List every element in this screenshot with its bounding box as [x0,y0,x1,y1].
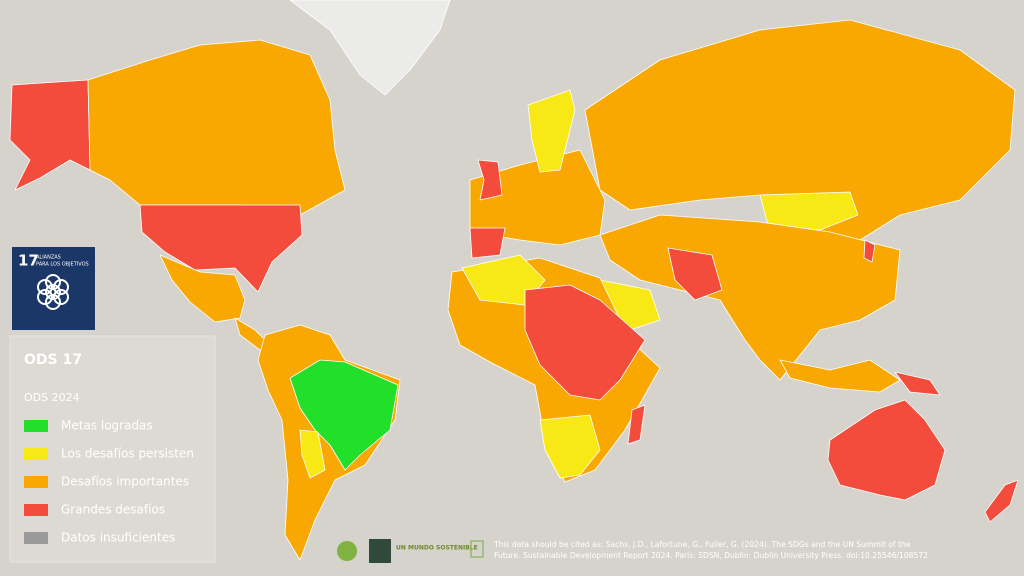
legend-label: Desafíos importantes [61,475,189,489]
legend-label: Datos insuficientes [61,531,175,545]
logo-number: 17 [18,252,39,270]
southern-africa [539,414,601,479]
canada [87,39,346,216]
brazil [289,359,399,471]
logo-line: ALIANZAS [36,255,61,261]
qgis-logo [337,541,357,561]
papua [894,371,941,396]
indonesia [779,359,901,393]
russia [584,19,1016,241]
logo-flower [37,274,69,310]
legend-items: Metas logradas Los desafíos persisten Desa… [24,419,194,545]
pakistan [667,247,723,301]
logo-mini [470,540,484,558]
madagascar [627,404,646,445]
citation: This data should be cited as: Sachs, J.D… [493,540,911,549]
logo-line: PARA LOS OBJETIVOS [36,262,89,268]
new-zealand [984,479,1019,523]
footer-logo-text: UN MUNDO SOSTENIBLE [396,545,478,552]
legend-label: Los desafíos persisten [61,447,194,461]
legend-swatch [24,476,48,488]
central-africa [524,284,646,401]
uk [477,159,503,201]
legend-subtitle: ODS 2024 [24,391,80,404]
australia [827,399,946,501]
legend-label: Metas logradas [61,419,153,433]
japan-korea [863,239,876,263]
mexico [159,254,246,323]
legend-swatch [24,504,48,516]
usa [139,204,303,293]
citation: Future. Sustainable Development Report 2… [494,551,928,560]
footer-logos: UN MUNDO SOSTENIBLE [337,539,484,563]
logo-badge [369,539,391,563]
legend-label: Grandes desafíos [61,503,165,517]
countries [9,0,1019,561]
legend-swatch [24,448,48,460]
bolivia-paraguay [299,429,326,479]
scandinavia [527,89,576,173]
legend-title: ODS 17 [24,352,82,368]
spain [469,227,506,259]
greenland [289,0,451,96]
mongolia [759,191,859,231]
legend-swatch [24,532,48,544]
legend-swatch [24,420,48,432]
